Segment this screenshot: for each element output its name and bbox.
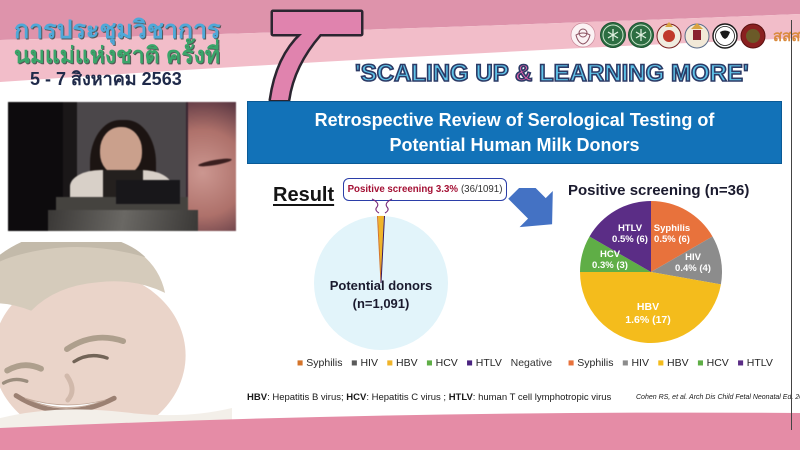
svg-text:HIV: HIV — [685, 252, 702, 263]
svg-text:Syphilis: Syphilis — [654, 223, 690, 234]
svg-text:Potential donors: Potential donors — [330, 278, 433, 293]
svg-text:0.5% (6): 0.5% (6) — [654, 234, 690, 245]
svg-text:0.3% (3): 0.3% (3) — [592, 260, 628, 271]
svg-text:0.5% (6): 0.5% (6) — [612, 234, 648, 245]
svg-text:สสส: สสส — [773, 28, 800, 45]
svg-text:HBV: HBV — [637, 301, 659, 313]
svg-text:HTLV: HTLV — [618, 223, 643, 234]
svg-text:(n=1,091): (n=1,091) — [353, 296, 410, 311]
svg-text:1.6% (17): 1.6% (17) — [625, 314, 671, 326]
svg-text:0.4% (4): 0.4% (4) — [675, 263, 711, 274]
svg-text:HCV: HCV — [600, 249, 621, 260]
